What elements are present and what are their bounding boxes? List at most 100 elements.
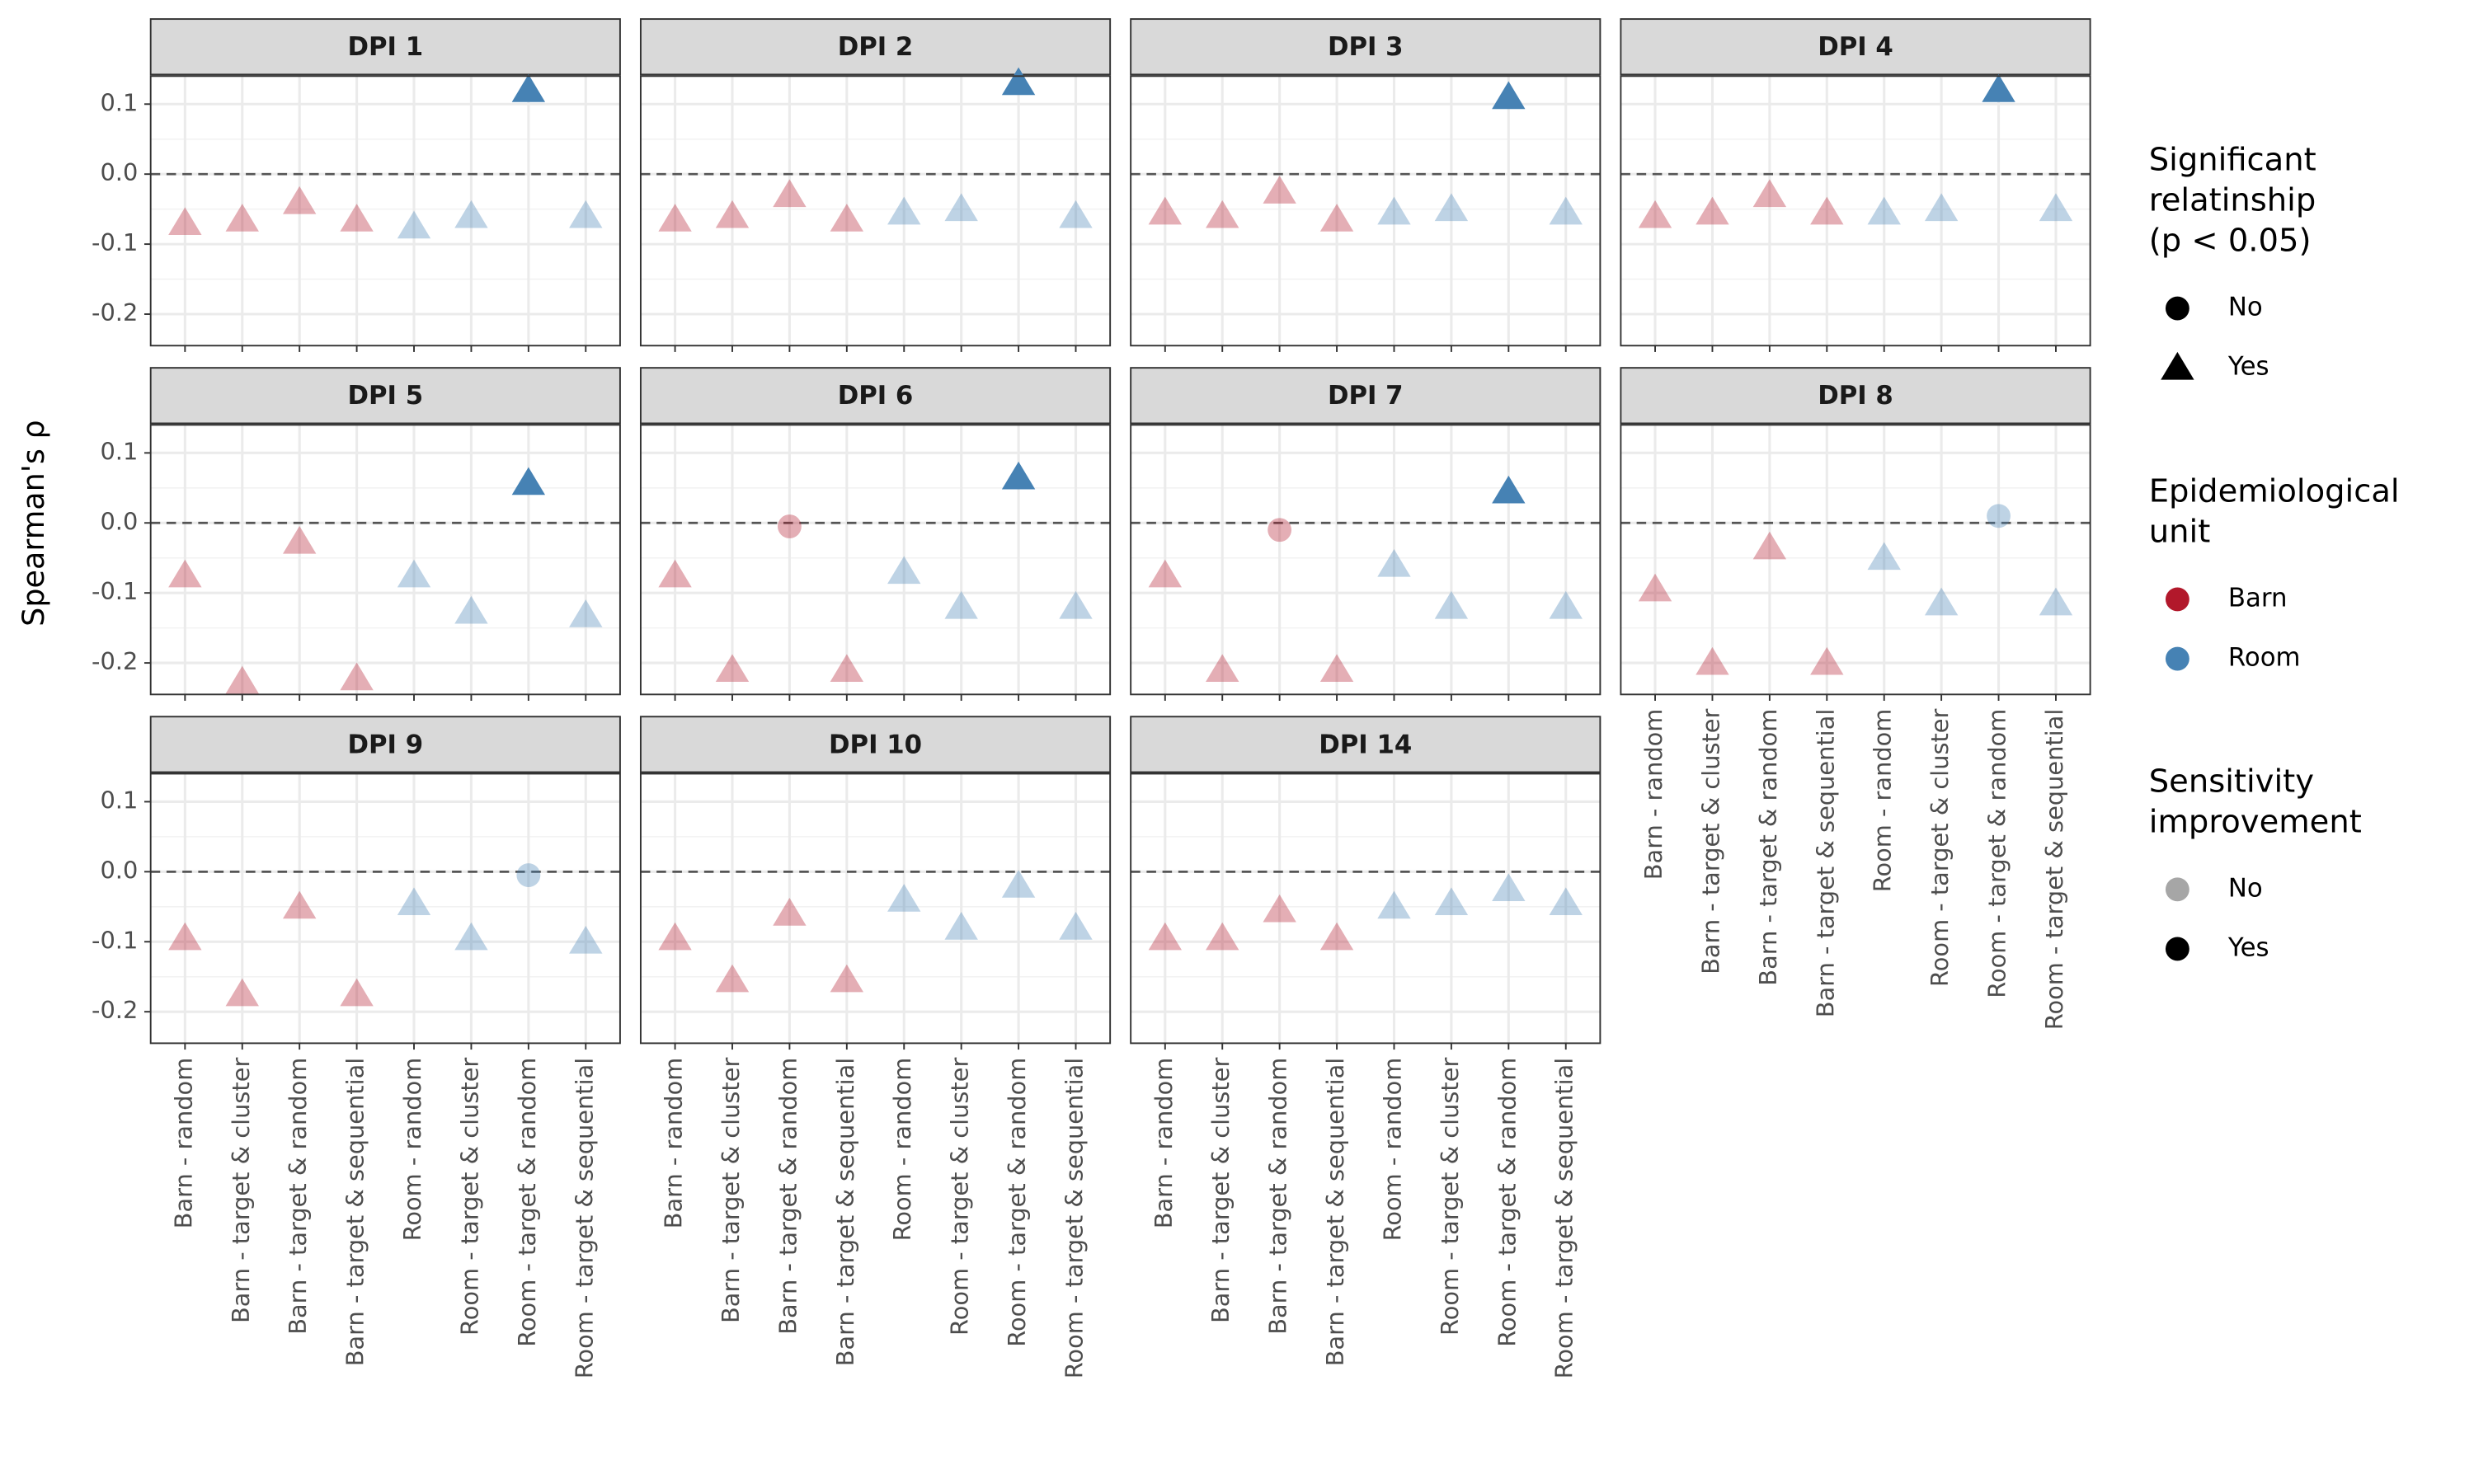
y-tick-label: -0.1: [92, 926, 138, 954]
facet-title: DPI 3: [1328, 32, 1404, 62]
x-tick-label: Barn - target & cluster: [717, 1058, 745, 1323]
x-tick-label: Barn - random: [660, 1058, 688, 1229]
point: [658, 922, 692, 951]
point: [1549, 196, 1583, 225]
point: [715, 200, 750, 228]
legend-title: Epidemiological: [2149, 473, 2400, 510]
x-tick-label: Barn - target & sequential: [1321, 1058, 1349, 1367]
point: [225, 204, 259, 232]
x-tick-label: Barn - target & sequential: [1811, 709, 1839, 1018]
point: [1319, 922, 1354, 951]
x-tick-label: Room - target & random: [1003, 1058, 1031, 1347]
point: [1377, 548, 1411, 577]
point: [1549, 590, 1583, 619]
point: [1638, 573, 1672, 602]
y-tick-label: 0.0: [100, 158, 138, 186]
point: [225, 665, 259, 694]
point: [1319, 204, 1354, 232]
strip: [149, 367, 621, 425]
panel-border: [149, 424, 621, 696]
x-tick-label: Room - target & cluster: [946, 1058, 974, 1336]
y-axis-title: Spearman's ρ: [16, 420, 51, 627]
point: [1867, 542, 1901, 571]
legend-title: Significant: [2149, 142, 2316, 179]
facet-title: DPI 4: [1818, 32, 1893, 62]
x-tick-label: Room - target & cluster: [1926, 708, 1954, 986]
point: [282, 890, 317, 919]
point: [1549, 887, 1583, 915]
point: [944, 590, 978, 619]
point: [1924, 193, 1959, 222]
x-tick-label: Room - target & sequential: [1061, 1058, 1089, 1379]
legend-key: [2165, 937, 2189, 961]
panel-border: [639, 75, 1112, 347]
point: [830, 204, 864, 232]
point: [887, 556, 921, 585]
point: [1263, 894, 1296, 923]
point: [511, 74, 546, 102]
x-tick-label: Barn - target & random: [284, 1058, 312, 1335]
y-tick-label: 0.0: [100, 507, 138, 535]
point: [2039, 587, 2073, 616]
point: [1206, 922, 1239, 951]
point: [830, 964, 864, 993]
strip: [639, 367, 1112, 425]
x-tick-label: Room - target & cluster: [1436, 1058, 1464, 1336]
facet-title: DPI 2: [838, 32, 914, 62]
point: [1434, 887, 1469, 915]
facet-title: DPI 10: [829, 730, 922, 759]
legend-title: unit: [2149, 514, 2211, 551]
legend-label: Room: [2228, 643, 2301, 673]
point: [1867, 196, 1901, 225]
strip: [1620, 18, 2091, 76]
x-tick-label: Barn - target & cluster: [227, 1058, 255, 1323]
point: [715, 964, 750, 993]
point: [511, 467, 546, 495]
point: [658, 204, 692, 232]
point: [1810, 196, 1844, 225]
point: [1492, 81, 1526, 110]
point: [944, 912, 978, 940]
point: [454, 200, 488, 228]
strip: [1130, 716, 1602, 773]
strip: [639, 18, 1112, 76]
facet-title: DPI 5: [348, 381, 424, 411]
x-tick-label: Room - target & sequential: [1550, 1058, 1578, 1379]
x-tick-label: Room - target & sequential: [2040, 709, 2068, 1031]
panel-border: [639, 773, 1112, 1045]
legend-key: [2165, 877, 2189, 902]
point: [1696, 196, 1729, 225]
point: [569, 200, 603, 228]
point: [225, 978, 259, 1007]
legend-label: No: [2228, 873, 2263, 903]
strip: [1130, 367, 1602, 425]
facet-title: DPI 1: [348, 32, 424, 62]
point: [1434, 193, 1469, 222]
x-tick-label: Barn - target & random: [1754, 709, 1782, 986]
point: [1059, 200, 1093, 228]
legend-label: No: [2228, 293, 2263, 322]
panel-border: [639, 424, 1112, 696]
point: [340, 978, 374, 1007]
point: [1377, 196, 1411, 225]
point: [1268, 518, 1292, 542]
x-tick-label: Room - random: [888, 1058, 916, 1242]
legend-key: [2165, 296, 2189, 321]
point: [397, 210, 431, 239]
point: [569, 599, 603, 627]
point: [397, 887, 431, 915]
legend-key: [2161, 351, 2194, 380]
facet-title: DPI 7: [1328, 381, 1404, 411]
panel-border: [1620, 424, 2091, 696]
panel-border: [149, 75, 621, 347]
point: [397, 559, 431, 588]
point: [1434, 590, 1469, 619]
x-tick-label: Barn - random: [1150, 1058, 1178, 1229]
point: [1492, 873, 1526, 901]
legend-label: Yes: [2227, 352, 2269, 382]
point: [516, 863, 541, 888]
y-tick-label: 0.1: [100, 437, 138, 465]
strip: [149, 18, 621, 76]
x-tick-label: Room - target & random: [513, 1058, 541, 1347]
x-tick-label: Barn - target & cluster: [1206, 1058, 1235, 1323]
